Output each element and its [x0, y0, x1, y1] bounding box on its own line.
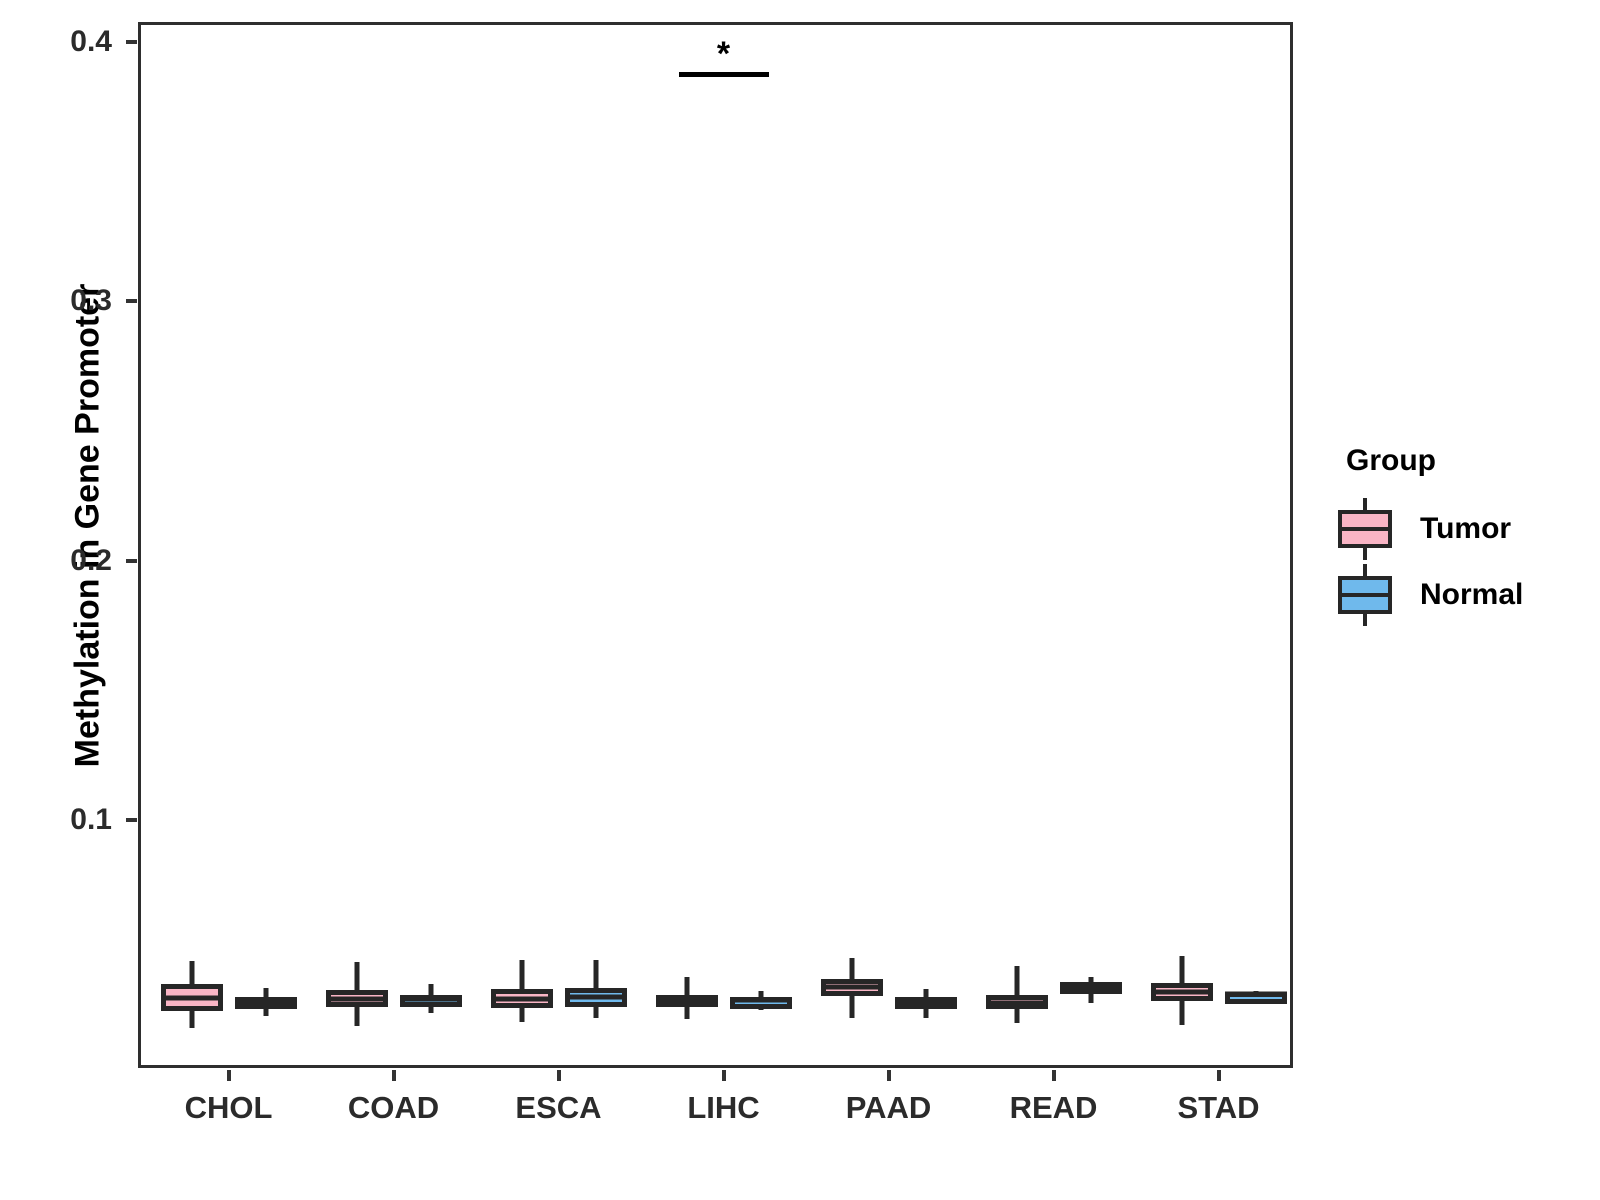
median-line — [160, 995, 223, 1001]
boxplot-tumor-chol — [141, 25, 1290, 1065]
boxplot-normal-chol — [141, 25, 1290, 1065]
boxplot-tumor-read — [141, 25, 1290, 1065]
x-tick-label-esca: ESCA — [515, 1090, 602, 1125]
x-tick-mark — [226, 1070, 231, 1081]
y-tick-label: 0.2 — [70, 543, 112, 577]
legend-label: Normal — [1420, 578, 1524, 611]
median-line — [820, 984, 883, 990]
plot-area: * — [141, 25, 1290, 1065]
boxplot-normal-stad — [141, 25, 1290, 1065]
legend-key-icon — [1332, 496, 1398, 562]
boxplot-normal-esca — [141, 25, 1290, 1065]
y-tick-mark — [126, 558, 137, 563]
boxplot-tumor-stad — [141, 25, 1290, 1065]
boxplot-normal-lihc — [141, 25, 1290, 1065]
x-tick-mark — [1051, 1070, 1056, 1081]
median-line — [234, 1000, 297, 1006]
median-line — [985, 1000, 1048, 1006]
legend-title: Group — [1346, 444, 1436, 477]
y-tick-label: 0.1 — [70, 803, 112, 837]
legend-whisker-top — [1363, 564, 1367, 578]
boxplot-normal-coad — [141, 25, 1290, 1065]
median-line — [1224, 991, 1287, 997]
median-line — [894, 1000, 957, 1006]
x-tick-mark — [721, 1070, 726, 1081]
x-tick-label-stad: STAD — [1177, 1090, 1260, 1125]
x-tick-label-coad: COAD — [347, 1090, 440, 1125]
x-tick-mark — [391, 1070, 396, 1081]
whisker-line — [1014, 965, 1019, 1024]
x-tick-label-paad: PAAD — [845, 1090, 932, 1125]
legend-item-tumor[interactable]: Tumor — [1332, 496, 1523, 562]
median-line — [325, 996, 388, 1002]
x-tick-label-lihc: LIHC — [687, 1090, 760, 1125]
legend-median-line — [1338, 593, 1392, 597]
legend-key-icon — [1332, 562, 1398, 628]
boxplot-normal-read — [141, 25, 1290, 1065]
legend-item-normal[interactable]: Normal — [1332, 562, 1523, 628]
boxplot-tumor-paad — [141, 25, 1290, 1065]
boxplot-tumor-esca — [141, 25, 1290, 1065]
legend-label: Tumor — [1420, 512, 1512, 545]
legend-median-line — [1338, 527, 1392, 531]
median-line — [399, 996, 462, 1002]
y-tick-label: 0.3 — [70, 284, 112, 318]
significance-label: * — [716, 35, 731, 74]
y-tick-mark — [126, 39, 137, 44]
x-tick-label-read: READ — [1009, 1090, 1098, 1125]
legend-whisker-bottom — [1363, 612, 1367, 626]
median-line — [1150, 989, 1213, 995]
legend: Group Tumor Normal — [1332, 444, 1523, 628]
y-axis-title: Methylation in Gene Promoter — [68, 283, 107, 768]
median-line — [655, 998, 718, 1004]
legend-entries: Tumor Normal — [1332, 496, 1523, 628]
y-tick-label: 0.4 — [70, 24, 112, 58]
x-tick-mark — [556, 1070, 561, 1081]
y-tick-mark — [126, 818, 137, 823]
boxplot-normal-paad — [141, 25, 1290, 1065]
median-line — [564, 994, 627, 1000]
x-tick-label-chol: CHOL — [184, 1090, 273, 1125]
median-line — [1059, 984, 1122, 990]
legend-whisker-bottom — [1363, 546, 1367, 560]
median-line — [729, 997, 792, 1003]
boxplot-tumor-lihc — [141, 25, 1290, 1065]
y-tick-mark — [126, 299, 137, 304]
boxplot-tumor-coad — [141, 25, 1290, 1065]
significance-bar — [678, 72, 769, 78]
x-tick-mark — [886, 1070, 891, 1081]
x-tick-mark — [1216, 1070, 1221, 1081]
legend-whisker-top — [1363, 498, 1367, 512]
plot-panel: * — [138, 22, 1293, 1068]
median-line — [490, 996, 553, 1002]
